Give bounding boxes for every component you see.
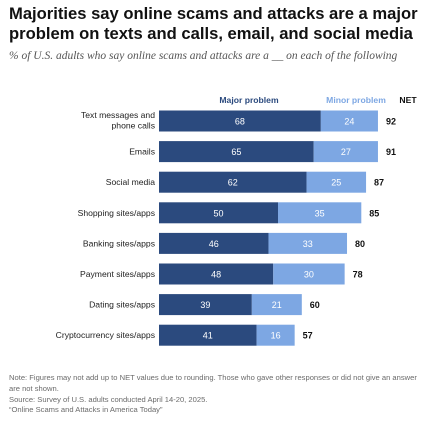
bar-major-problem [159, 171, 307, 193]
category-label: Text messages and [81, 110, 155, 120]
bar-major-problem [159, 141, 314, 163]
data-label-major: 62 [228, 178, 238, 188]
data-label-minor: 24 [344, 117, 354, 127]
category-label: Social media [106, 177, 155, 187]
category-label: Cryptocurrency sites/apps [56, 330, 155, 340]
bar-major-problem [159, 232, 269, 254]
bar-minor-problem [273, 263, 345, 285]
net-header: NET [399, 95, 417, 105]
net-value: 87 [374, 178, 384, 188]
bar-minor-problem [268, 232, 348, 254]
data-label-major: 48 [211, 270, 221, 280]
net-value: 57 [303, 331, 313, 341]
net-value: 60 [310, 300, 320, 310]
data-label-major: 41 [203, 331, 213, 341]
category-label: Dating sites/apps [89, 300, 155, 310]
bar-minor-problem [313, 141, 378, 163]
data-label-minor: 25 [331, 178, 341, 188]
bar-major-problem [159, 110, 321, 132]
legend-major-problem: Major problem [219, 95, 279, 105]
data-label-major: 65 [231, 147, 241, 157]
stacked-bar-chart: Major problem Minor problem NET Text messag… [56, 95, 417, 346]
net-value: 80 [355, 239, 365, 249]
chart-subtitle: % of U.S. adults who say online scams an… [9, 50, 398, 62]
data-label-minor: 21 [272, 300, 282, 310]
bar-minor-problem [251, 294, 302, 316]
bar-major-problem [159, 294, 252, 316]
data-label-minor: 33 [303, 239, 313, 249]
net-value: 78 [353, 270, 363, 280]
net-value: 85 [369, 208, 379, 218]
source-text: Source: Survey of U.S. adults conducted … [9, 394, 208, 404]
data-label-major: 46 [209, 239, 219, 249]
chart-notes: Note: Figures may not add up to NET valu… [9, 373, 419, 416]
report-title-text: “Online Scams and Attacks in America Tod… [9, 405, 163, 415]
data-label-minor: 30 [304, 270, 314, 280]
bar-minor-problem [320, 110, 378, 132]
bar-minor-problem [306, 171, 367, 193]
data-label-major: 50 [213, 208, 223, 218]
data-label-minor: 16 [271, 331, 281, 341]
net-value: 91 [386, 147, 396, 157]
category-label: Payment sites/apps [80, 269, 155, 279]
category-label: phone calls [112, 121, 155, 131]
net-value: 92 [386, 117, 396, 127]
bar-major-problem [159, 263, 274, 285]
category-label: Banking sites/apps [83, 238, 155, 248]
bar-minor-problem [256, 324, 295, 346]
category-label: Shopping sites/apps [78, 208, 155, 218]
legend-minor-problem: Minor problem [326, 95, 386, 105]
bar-minor-problem [278, 202, 362, 224]
data-label-minor: 35 [315, 208, 325, 218]
category-label: Emails [129, 147, 155, 157]
data-label-major: 39 [200, 300, 210, 310]
data-label-major: 68 [235, 117, 245, 127]
chart-title: Majorities say online scams and attacks … [9, 4, 418, 43]
note-text: Note: Figures may not add up to NET valu… [9, 373, 417, 393]
data-label-minor: 27 [341, 147, 351, 157]
bar-major-problem [159, 324, 257, 346]
bar-major-problem [159, 202, 278, 224]
